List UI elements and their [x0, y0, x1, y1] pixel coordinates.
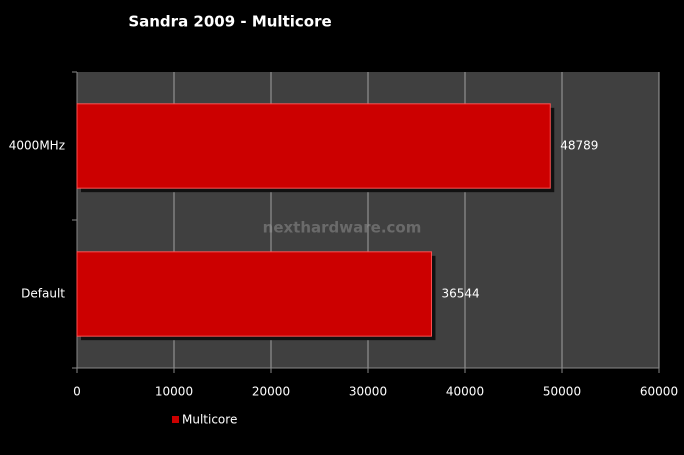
y-tick-label: 4000MHz	[9, 139, 65, 153]
bar	[76, 103, 551, 189]
y-tick-label: Default	[21, 287, 65, 301]
legend-label: Multicore	[182, 413, 237, 427]
bar	[76, 251, 432, 337]
legend-swatch	[172, 416, 179, 423]
value-label: 36544	[441, 287, 479, 301]
value-label: 48789	[560, 139, 598, 153]
watermark: nexthardware.com	[263, 219, 422, 237]
x-tick-label: 20000	[252, 385, 290, 399]
x-tick-label: 10000	[155, 385, 193, 399]
x-tick-label: 40000	[446, 385, 484, 399]
chart-title: Sandra 2009 - Multicore	[128, 13, 331, 31]
x-tick-label: 60000	[640, 385, 678, 399]
x-tick-label: 0	[73, 385, 81, 399]
x-tick-label: 50000	[543, 385, 581, 399]
x-tick-label: 30000	[349, 385, 387, 399]
